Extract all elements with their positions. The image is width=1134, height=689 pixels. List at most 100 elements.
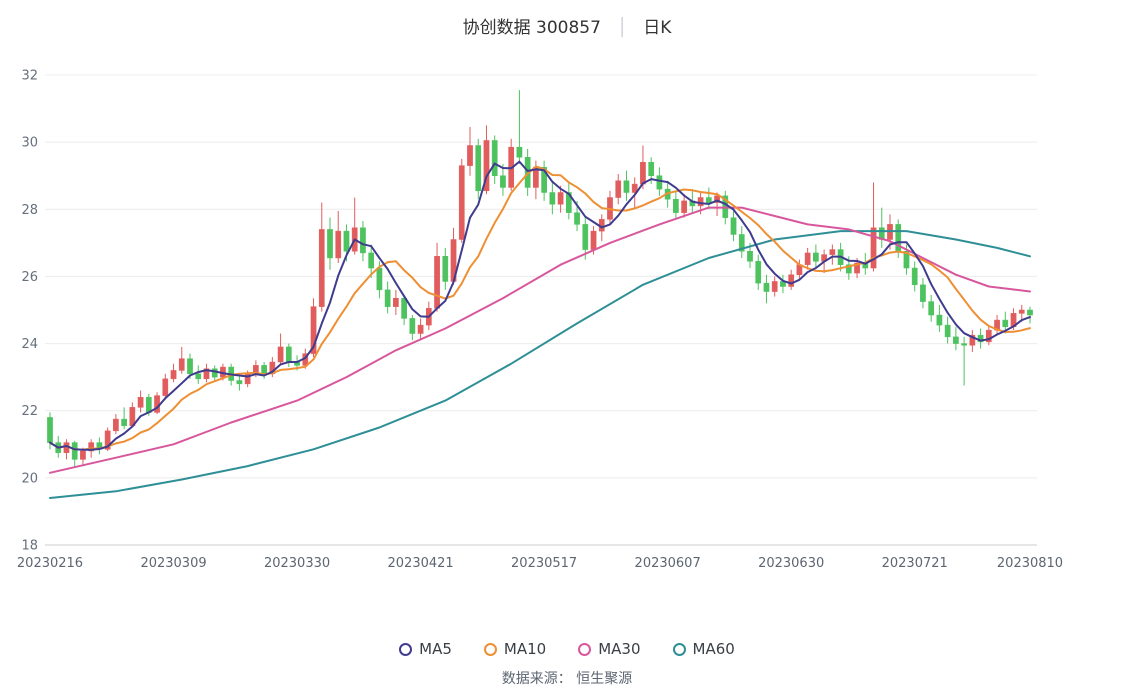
candle-body <box>829 249 836 255</box>
candle-body <box>969 334 976 346</box>
candle-body <box>705 197 712 203</box>
ma5-marker-icon <box>399 642 413 656</box>
candle-body <box>467 145 473 166</box>
candle-body <box>763 282 770 292</box>
candle-body <box>376 267 383 291</box>
candle-body <box>574 212 580 225</box>
candle-body <box>417 324 424 334</box>
legend-label-ma30: MA30 <box>598 640 641 658</box>
y-axis-labels: 18 20 22 24 26 28 30 32 <box>21 69 38 554</box>
ma30-line <box>49 206 1031 474</box>
y-axis-label: 20 <box>21 471 38 486</box>
candle-body <box>434 256 440 309</box>
candle-body <box>384 289 391 307</box>
kline-svg: 18 20 22 24 26 28 30 32 20230216 20230309 20230330… <box>17 69 1063 572</box>
candle-body <box>730 217 737 235</box>
candle-body <box>368 252 375 269</box>
y-axis-label: 32 <box>21 69 38 84</box>
y-axis-label: 26 <box>21 270 38 285</box>
kline-chart[interactable]: 18 20 22 24 26 28 30 32 20230216 20230309 20230330… <box>0 40 1134 600</box>
candle-body <box>582 224 589 250</box>
candle-body <box>631 183 638 193</box>
legend: MA5 MA10 MA30 MA60 <box>0 640 1134 658</box>
y-axis-label: 24 <box>21 337 38 352</box>
candle-body <box>936 314 943 326</box>
candle-body <box>121 418 127 427</box>
legend-item-ma30[interactable]: MA30 <box>578 640 641 658</box>
candle-body <box>771 281 778 292</box>
candle-body <box>137 397 144 408</box>
candle-body <box>738 234 745 252</box>
candle-body <box>285 346 292 363</box>
legend-item-ma5[interactable]: MA5 <box>399 640 452 658</box>
x-axis-label: 20230607 <box>635 556 701 571</box>
candle-body <box>310 306 317 354</box>
candle-body <box>648 162 655 176</box>
candle-body <box>195 373 202 380</box>
grid <box>45 74 1037 546</box>
candle-body <box>178 358 185 371</box>
candle-body <box>813 252 819 262</box>
candle-body <box>71 442 78 460</box>
candle-body <box>788 274 795 287</box>
candle-body <box>755 261 762 284</box>
candle-body <box>187 358 193 375</box>
candle-body <box>47 417 53 443</box>
candle-body <box>870 227 877 269</box>
y-axis-label: 30 <box>21 136 38 151</box>
x-axis-labels: 20230216 20230309 20230330 20230421 20230517… <box>17 556 1063 571</box>
candle-body <box>903 251 910 269</box>
stock-title: 协创数据 300857 <box>462 18 601 38</box>
candle-body <box>113 418 119 432</box>
candle-body <box>491 140 498 176</box>
candle-body <box>565 192 572 213</box>
ma10-marker-icon <box>483 642 497 656</box>
x-axis-label: 20230216 <box>17 556 83 571</box>
legend-item-ma10[interactable]: MA10 <box>483 640 547 658</box>
x-axis-label: 20230810 <box>997 556 1063 571</box>
candle-body <box>483 140 490 192</box>
candle-body <box>911 267 918 286</box>
candle-body <box>615 180 622 198</box>
candle-body <box>920 284 926 302</box>
candle-body <box>277 346 284 363</box>
candle-body <box>854 262 860 274</box>
candle-body <box>145 397 152 413</box>
candle-body <box>442 256 449 282</box>
x-axis-label: 20230330 <box>264 556 330 571</box>
candle-body <box>104 430 111 450</box>
candle-body <box>393 298 399 307</box>
y-axis-label: 22 <box>21 404 38 419</box>
x-axis-label: 20230309 <box>140 556 206 571</box>
candle-body <box>236 380 243 385</box>
candle-body <box>401 298 407 319</box>
legend-label-ma10: MA10 <box>503 640 547 658</box>
candle-body <box>343 230 350 252</box>
candle-body <box>953 336 959 344</box>
legend-label-ma5: MA5 <box>419 640 452 658</box>
candle-body <box>475 145 482 192</box>
candle-body <box>170 370 177 380</box>
candle-body <box>88 442 95 452</box>
candle-body <box>409 318 416 334</box>
x-axis-label: 20230517 <box>511 556 577 571</box>
candle-body <box>697 197 704 207</box>
candle-body <box>500 175 506 188</box>
x-axis-label: 20230630 <box>758 556 824 571</box>
ma60-marker-icon <box>672 642 686 656</box>
ma30-marker-icon <box>578 642 592 656</box>
x-axis-label: 20230421 <box>388 556 454 571</box>
candle-body <box>640 162 646 185</box>
candle-body <box>1002 319 1009 328</box>
candle-body <box>928 301 935 316</box>
candle-body <box>623 180 630 193</box>
candle-body <box>1018 309 1025 314</box>
candle-body <box>590 230 597 250</box>
candle-body <box>673 198 679 213</box>
candle-body <box>845 264 852 274</box>
candle-body <box>203 368 210 380</box>
candle-body <box>261 365 267 375</box>
candle-body <box>944 324 951 338</box>
legend-item-ma60[interactable]: MA60 <box>672 640 735 658</box>
candle-body <box>714 195 720 203</box>
